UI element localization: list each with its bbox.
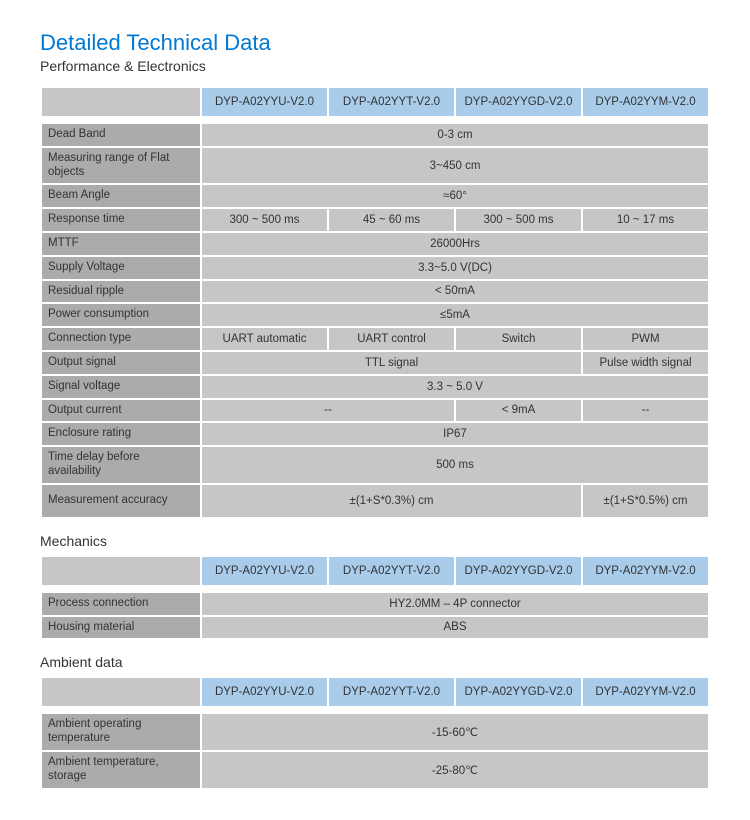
cell: 3~450 cm (202, 148, 708, 184)
row-label-beam-angle: Beam Angle (42, 185, 200, 207)
model-header: DYP-A02YYU-V2.0 (202, 678, 327, 706)
cell: HY2.0MM – 4P connector (202, 593, 708, 615)
model-header: DYP-A02YYT-V2.0 (329, 88, 454, 116)
page-title: Detailed Technical Data (40, 30, 710, 56)
ambient-table: DYP-A02YYU-V2.0 DYP-A02YYT-V2.0 DYP-A02Y… (40, 676, 710, 789)
row-label-measurement-accuracy: Measurement accuracy (42, 485, 200, 517)
row-label-mttf: MTTF (42, 233, 200, 255)
cell: < 50mA (202, 281, 708, 303)
section-label-mechanics: Mechanics (40, 533, 710, 549)
cell: TTL signal (202, 352, 581, 374)
cell: UART control (329, 328, 454, 350)
cell: 45 ~ 60 ms (329, 209, 454, 231)
row-label-power-consumption: Power consumption (42, 304, 200, 326)
cell: Switch (456, 328, 581, 350)
cell: < 9mA (456, 400, 581, 422)
row-label-operating-temp: Ambient operating temperature (42, 714, 200, 750)
cell: ±(1+S*0.3%) cm (202, 485, 581, 517)
model-header: DYP-A02YYM-V2.0 (583, 557, 708, 585)
cell: 0-3 cm (202, 124, 708, 146)
mechanics-table: DYP-A02YYU-V2.0 DYP-A02YYT-V2.0 DYP-A02Y… (40, 555, 710, 641)
model-header: DYP-A02YYGD-V2.0 (456, 88, 581, 116)
row-label-process-connection: Process connection (42, 593, 200, 615)
row-label-output-current: Output current (42, 400, 200, 422)
cell: -15-60℃ (202, 714, 708, 750)
row-label-supply-voltage: Supply Voltage (42, 257, 200, 279)
cell: 300 ~ 500 ms (202, 209, 327, 231)
row-label-connection-type: Connection type (42, 328, 200, 350)
cell: UART automatic (202, 328, 327, 350)
row-label-response-time: Response time (42, 209, 200, 231)
row-label-output-signal: Output signal (42, 352, 200, 374)
row-label-enclosure-rating: Enclosure rating (42, 423, 200, 445)
row-label-storage-temp: Ambient temperature, storage (42, 752, 200, 788)
cell: 300 ~ 500 ms (456, 209, 581, 231)
cell: ≈60° (202, 185, 708, 207)
cell: ±(1+S*0.5%) cm (583, 485, 708, 517)
model-header: DYP-A02YYU-V2.0 (202, 557, 327, 585)
cell: -- (583, 400, 708, 422)
cell: PWM (583, 328, 708, 350)
row-label-residual-ripple: Residual ripple (42, 281, 200, 303)
model-header: DYP-A02YYT-V2.0 (329, 557, 454, 585)
cell: ≤5mA (202, 304, 708, 326)
cell: 3.3~5.0 V(DC) (202, 257, 708, 279)
row-label-measuring-range: Measuring range of Flat objects (42, 148, 200, 184)
cell: 10 ~ 17 ms (583, 209, 708, 231)
row-label-time-delay: Time delay before availability (42, 447, 200, 483)
cell: 3.3 ~ 5.0 V (202, 376, 708, 398)
blank-header (42, 88, 200, 116)
cell: -25-80℃ (202, 752, 708, 788)
model-header: DYP-A02YYGD-V2.0 (456, 557, 581, 585)
model-header: DYP-A02YYT-V2.0 (329, 678, 454, 706)
section-label-ambient: Ambient data (40, 654, 710, 670)
model-header: DYP-A02YYM-V2.0 (583, 678, 708, 706)
blank-header (42, 557, 200, 585)
cell: 500 ms (202, 447, 708, 483)
model-header: DYP-A02YYM-V2.0 (583, 88, 708, 116)
cell: -- (202, 400, 454, 422)
page-subtitle: Performance & Electronics (40, 58, 710, 74)
cell: Pulse width signal (583, 352, 708, 374)
cell: IP67 (202, 423, 708, 445)
row-label-dead-band: Dead Band (42, 124, 200, 146)
performance-table: DYP-A02YYU-V2.0 DYP-A02YYT-V2.0 DYP-A02Y… (40, 86, 710, 519)
cell: 26000Hrs (202, 233, 708, 255)
blank-header (42, 678, 200, 706)
row-label-housing-material: Housing material (42, 617, 200, 639)
model-header: DYP-A02YYGD-V2.0 (456, 678, 581, 706)
model-header: DYP-A02YYU-V2.0 (202, 88, 327, 116)
cell: ABS (202, 617, 708, 639)
row-label-signal-voltage: Signal voltage (42, 376, 200, 398)
